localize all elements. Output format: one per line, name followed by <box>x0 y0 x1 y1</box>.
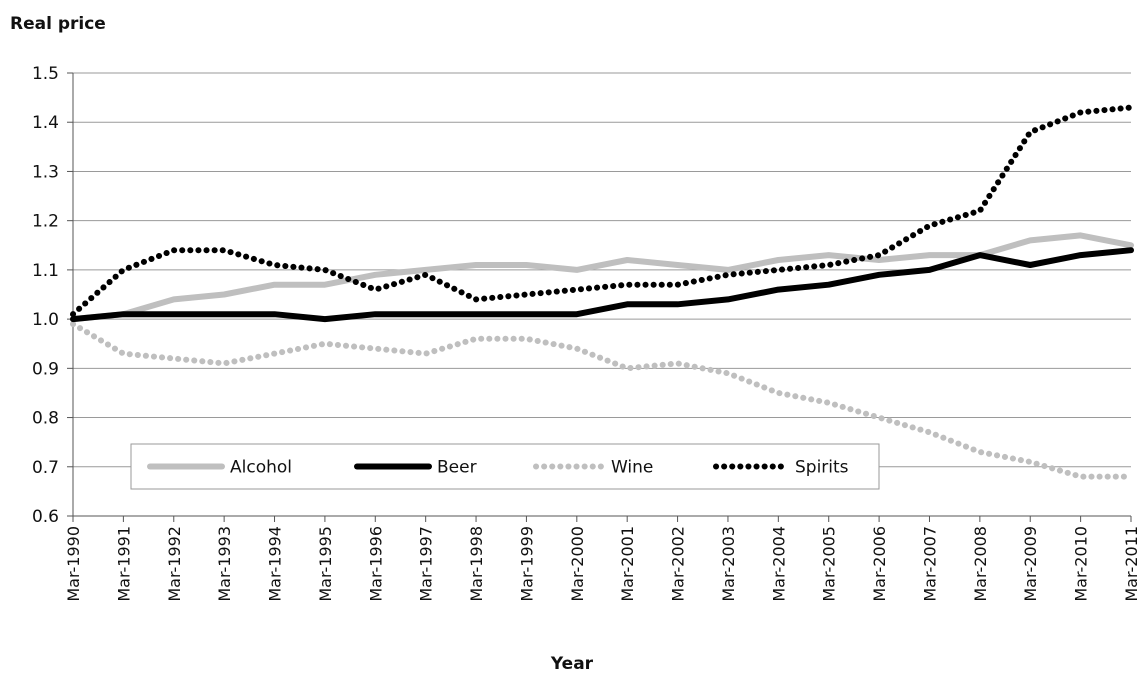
y-tick-label: 1.5 <box>32 64 59 84</box>
x-tick-label: Mar-2004 <box>769 526 788 602</box>
x-tick-label: Mar-1992 <box>165 526 184 602</box>
x-tick-label: Mar-2000 <box>568 526 587 602</box>
x-tick-label: Mar-1999 <box>517 526 536 602</box>
x-tick-label: Mar-2006 <box>870 526 889 602</box>
x-tick-label: Mar-2003 <box>719 526 738 602</box>
y-tick-label: 1.2 <box>32 212 59 232</box>
x-tick-label: Mar-1995 <box>316 526 335 602</box>
y-tick-label: 1.0 <box>32 310 59 330</box>
series-line-spirits <box>70 104 1134 318</box>
x-tick-label: Mar-1998 <box>467 526 486 602</box>
x-tick-label: Mar-1990 <box>64 526 83 602</box>
y-axis-title: Real price <box>10 14 106 34</box>
legend-label-alcohol: Alcohol <box>230 458 292 478</box>
x-tick-label: Mar-1997 <box>417 526 436 602</box>
x-tick-label: Mar-2007 <box>920 526 939 602</box>
legend-label-spirits: Spirits <box>795 458 849 478</box>
y-tick-label: 0.7 <box>32 458 59 478</box>
x-tick-label: Mar-1991 <box>114 526 133 602</box>
y-tick-label: 1.4 <box>32 113 59 133</box>
legend-label-beer: Beer <box>437 458 477 478</box>
x-tick-label: Mar-2001 <box>618 526 637 602</box>
y-tick-label: 1.3 <box>32 162 59 182</box>
series-line-beer <box>70 247 1134 323</box>
x-axis-title: Year <box>550 654 594 674</box>
x-tick-label: Mar-1996 <box>366 526 385 602</box>
y-tick-label: 0.9 <box>32 359 59 379</box>
x-tick-label: Mar-2008 <box>971 526 990 602</box>
y-tick-label: 0.8 <box>32 409 59 429</box>
series-line-wine <box>70 321 1134 480</box>
series-line-alcohol <box>70 232 1134 323</box>
legend-label-wine: Wine <box>611 458 653 478</box>
x-tick-label: Mar-2011 <box>1122 526 1141 602</box>
y-tick-label: 0.6 <box>32 507 59 527</box>
x-tick-label: Mar-2009 <box>1021 526 1040 602</box>
x-tick-label: Mar-2005 <box>820 526 839 602</box>
x-tick-label: Mar-2010 <box>1072 526 1091 602</box>
y-tick-label: 1.1 <box>32 261 59 281</box>
x-tick-label: Mar-1994 <box>266 526 285 602</box>
x-tick-label: Mar-2002 <box>669 526 688 602</box>
x-tick-label: Mar-1993 <box>215 526 234 602</box>
